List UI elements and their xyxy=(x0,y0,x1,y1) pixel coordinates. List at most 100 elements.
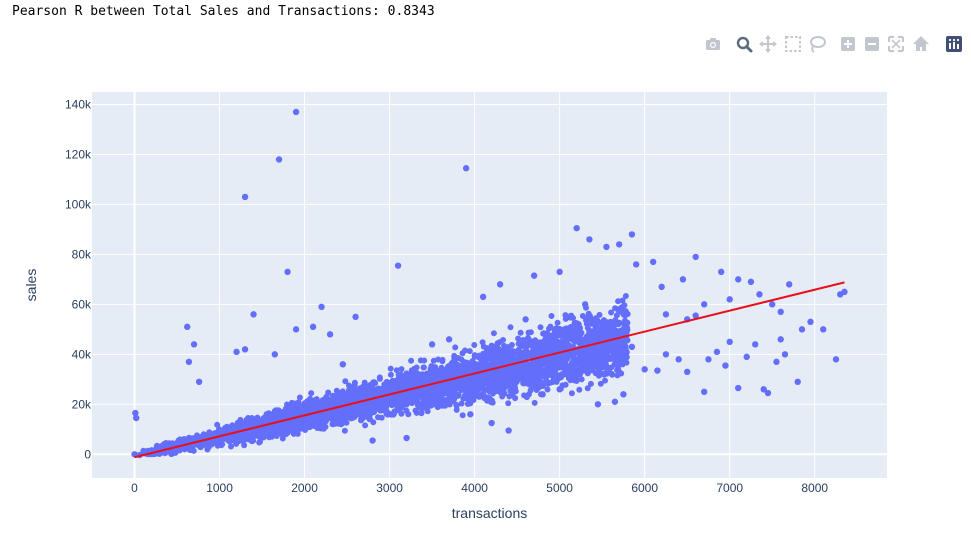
data-point[interactable] xyxy=(662,311,670,318)
data-point[interactable] xyxy=(705,356,712,363)
data-point[interactable] xyxy=(132,409,139,417)
data-point[interactable] xyxy=(781,351,789,358)
data-point[interactable] xyxy=(807,318,814,326)
data-point[interactable] xyxy=(581,301,589,308)
data-point[interactable] xyxy=(615,241,623,248)
plotly-logo-icon[interactable] xyxy=(944,33,964,55)
data-point[interactable] xyxy=(184,323,191,331)
plot-area[interactable] xyxy=(92,92,887,478)
data-point[interactable] xyxy=(284,268,291,276)
data-point[interactable] xyxy=(777,336,784,343)
data-point[interactable] xyxy=(352,313,359,321)
data-point[interactable] xyxy=(394,262,402,269)
data-point[interactable] xyxy=(726,296,733,303)
data-point[interactable] xyxy=(496,281,504,288)
data-point[interactable] xyxy=(594,401,602,408)
data-point[interactable] xyxy=(773,358,780,366)
zoom-in-icon[interactable] xyxy=(838,33,858,55)
data-point[interactable] xyxy=(683,368,691,376)
data-point[interactable] xyxy=(573,376,580,383)
data-point[interactable] xyxy=(318,303,325,311)
data-point[interactable] xyxy=(649,258,657,266)
data-point[interactable] xyxy=(479,293,487,301)
data-point[interactable] xyxy=(564,313,572,321)
data-point[interactable] xyxy=(675,356,682,363)
data-point[interactable] xyxy=(641,366,648,373)
reset-axes-icon[interactable] xyxy=(911,33,931,55)
data-point[interactable] xyxy=(743,353,750,361)
pan-icon[interactable] xyxy=(758,33,778,55)
data-point[interactable] xyxy=(658,283,665,291)
data-point[interactable] xyxy=(798,326,806,333)
data-point[interactable] xyxy=(735,276,742,283)
data-point[interactable] xyxy=(522,316,529,323)
data-point[interactable] xyxy=(292,108,300,116)
zoom-out-icon[interactable] xyxy=(862,33,882,55)
data-point[interactable] xyxy=(611,398,619,405)
data-point[interactable] xyxy=(241,346,249,353)
data-point[interactable] xyxy=(794,378,801,386)
data-point[interactable] xyxy=(786,281,793,288)
data-point[interactable] xyxy=(722,362,729,369)
data-point[interactable] xyxy=(628,343,636,351)
camera-icon[interactable] xyxy=(703,33,723,55)
data-point[interactable] xyxy=(662,351,670,358)
data-point[interactable] xyxy=(445,336,453,343)
data-point[interactable] xyxy=(654,367,661,374)
data-point[interactable] xyxy=(700,301,708,308)
data-point[interactable] xyxy=(292,326,300,333)
data-point[interactable] xyxy=(611,361,619,368)
data-point[interactable] xyxy=(250,311,257,318)
data-point[interactable] xyxy=(190,341,198,348)
data-point[interactable] xyxy=(692,312,699,319)
data-point[interactable] xyxy=(556,386,563,393)
data-point[interactable] xyxy=(467,411,474,418)
data-point[interactable] xyxy=(556,268,563,276)
data-point[interactable] xyxy=(573,224,580,232)
box-select-icon[interactable] xyxy=(783,33,803,55)
data-point[interactable] xyxy=(539,391,546,398)
data-point[interactable] xyxy=(462,165,470,172)
data-point[interactable] xyxy=(700,388,708,396)
data-point[interactable] xyxy=(752,341,759,348)
data-point[interactable] xyxy=(717,268,725,276)
data-point[interactable] xyxy=(488,419,495,427)
data-point[interactable] xyxy=(769,301,776,308)
data-point[interactable] xyxy=(620,391,627,398)
data-point[interactable] xyxy=(777,308,784,316)
data-point[interactable] xyxy=(275,156,283,163)
zoom-icon[interactable] xyxy=(734,33,754,55)
data-point[interactable] xyxy=(756,291,763,298)
data-point[interactable] xyxy=(603,243,610,251)
data-point[interactable] xyxy=(233,348,240,356)
data-point[interactable] xyxy=(505,427,512,434)
data-point[interactable] xyxy=(403,434,410,442)
data-point[interactable] xyxy=(628,231,636,238)
data-point[interactable] xyxy=(133,414,140,422)
data-point[interactable] xyxy=(241,193,249,201)
data-point[interactable] xyxy=(735,384,742,392)
data-point[interactable] xyxy=(586,236,593,243)
data-point[interactable] xyxy=(632,261,640,268)
data-point[interactable] xyxy=(764,389,772,397)
data-point[interactable] xyxy=(713,348,721,356)
autoscale-icon[interactable] xyxy=(886,33,906,55)
data-point[interactable] xyxy=(760,386,767,393)
data-point[interactable] xyxy=(185,358,193,366)
data-point[interactable] xyxy=(195,378,203,386)
data-point[interactable] xyxy=(747,278,755,286)
lasso-select-icon[interactable] xyxy=(807,33,827,55)
data-point[interactable] xyxy=(271,351,279,358)
data-point[interactable] xyxy=(369,437,376,444)
data-point[interactable] xyxy=(679,276,687,283)
data-point[interactable] xyxy=(692,253,699,261)
data-point[interactable] xyxy=(832,356,840,363)
data-point[interactable] xyxy=(841,288,848,296)
data-point[interactable] xyxy=(820,326,827,333)
data-point[interactable] xyxy=(726,338,733,346)
data-point[interactable] xyxy=(326,331,334,338)
data-point[interactable] xyxy=(309,323,317,331)
data-point[interactable] xyxy=(339,361,347,368)
data-point[interactable] xyxy=(428,341,436,348)
data-point[interactable] xyxy=(530,272,538,279)
